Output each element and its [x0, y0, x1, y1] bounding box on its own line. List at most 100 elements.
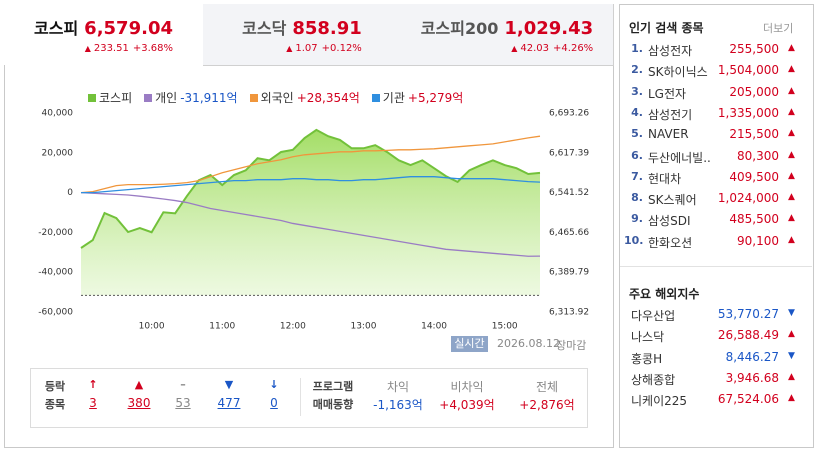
series-area	[81, 129, 540, 296]
tab-arrow: ▲	[511, 44, 518, 53]
index-arrow: ▲	[788, 393, 795, 404]
index-value: 26,588.49	[717, 328, 779, 343]
tab-arrow: ▲	[84, 44, 91, 53]
tab-change: 1.07	[295, 43, 318, 54]
y2-tick-label: 6,693.26	[549, 109, 589, 119]
breadth-count[interactable]: 477	[217, 396, 241, 410]
legend-item: 개인 -31,911억	[144, 89, 238, 106]
tab-value: 858.91	[292, 18, 362, 39]
legend-name: 개인	[155, 91, 178, 105]
stock-price: 215,500	[729, 127, 779, 142]
stock-price: 205,000	[729, 84, 779, 99]
breadth-symbol: ▼	[224, 378, 234, 391]
stock-price: 485,500	[729, 212, 779, 227]
breadth-count[interactable]: 380	[127, 396, 151, 410]
status-state: 장마감	[556, 339, 587, 352]
rank: 6.	[631, 148, 643, 162]
series-line	[80, 191, 541, 257]
legend-value: +28,354억	[296, 91, 360, 105]
stock-arrow: ▲	[788, 128, 795, 139]
breadth-count[interactable]: 53	[175, 396, 191, 410]
stock-name[interactable]: NAVER	[648, 127, 689, 142]
legend-value: +5,279억	[407, 91, 464, 105]
rank: 3.	[631, 84, 643, 98]
index-arrow: ▲	[788, 371, 795, 382]
y-tick-label: 20,000	[42, 148, 74, 158]
side-divider	[620, 266, 812, 267]
index-arrow: ▼	[788, 350, 795, 361]
index-arrow: ▲	[788, 329, 795, 340]
breadth-symbol: ▲	[134, 378, 144, 391]
status-badge: 실시간	[451, 336, 488, 352]
tab-line: 코스닥 858.91	[242, 15, 362, 39]
stock-name[interactable]: 삼성전자	[648, 44, 693, 58]
breadth-symbol: –	[180, 378, 186, 391]
breadth-count[interactable]: 0	[270, 396, 278, 410]
y2-tick-label: 6,465.66	[549, 228, 589, 238]
stock-price: 1,504,000	[717, 63, 779, 78]
legend-swatch	[88, 93, 96, 102]
breadth-symbol: ↓	[269, 378, 279, 391]
legend-item: 기관 +5,279억	[371, 89, 464, 106]
series-line	[80, 135, 541, 194]
stock-arrow: ▲	[788, 149, 795, 160]
x-tick-label: 13:00	[350, 322, 376, 332]
rank: 10.	[624, 233, 644, 247]
market-tab[interactable]: 코스피 6,579.04 ▲ 233.51 +3.68%	[4, 4, 204, 65]
more-link[interactable]: 더보기	[763, 22, 794, 35]
breadth-symbol: ↑	[88, 378, 98, 391]
tab-rate: +4.26%	[553, 43, 594, 54]
x-tick-label: 10:00	[139, 322, 165, 332]
tab-line: ▲ 233.51 +3.68%	[34, 43, 173, 54]
stock-name[interactable]: SK하이닉스	[648, 65, 708, 80]
stock-name[interactable]: 두산에너빌..	[648, 150, 711, 165]
program-value: +2,876억	[519, 398, 575, 412]
x-tick-label: 12:00	[280, 322, 306, 332]
rank: 5.	[631, 127, 643, 141]
x-tick-label: 14:00	[421, 322, 447, 332]
tab-change: 42.03	[520, 43, 550, 54]
legend-item: 코스피	[88, 89, 132, 106]
stock-price: 1,335,000	[717, 105, 779, 120]
stock-arrow: ▲	[788, 192, 795, 203]
series-line	[81, 176, 541, 194]
tab-inner: 코스닥 858.91 ▲ 1.07 +0.12%	[242, 15, 362, 54]
breadth-label: 종목	[44, 398, 66, 411]
tab-inner: 코스피200 1,029.43 ▲ 42.03 +4.26%	[421, 15, 593, 54]
side-panel	[619, 4, 814, 448]
stock-name[interactable]: SK스퀘어	[648, 193, 697, 208]
market-tab[interactable]: 코스닥 858.91 ▲ 1.07 +0.12%	[203, 4, 402, 66]
stock-arrow: ▲	[788, 85, 795, 96]
index-value: 67,524.06	[717, 392, 779, 407]
tab-line: ▲ 42.03 +4.26%	[421, 43, 593, 54]
index-name: 다우산업	[631, 309, 676, 323]
stock-name[interactable]: 현대차	[648, 171, 682, 186]
y2-tick-label: 6,313.92	[549, 308, 589, 318]
stock-name[interactable]: 삼성전기	[648, 107, 693, 122]
rank: 9.	[631, 212, 643, 226]
y-tick-label: 0	[67, 188, 73, 198]
index-arrow: ▼	[788, 308, 795, 318]
stock-price: 90,100	[737, 233, 779, 248]
tab-line: 코스피 6,579.04	[34, 15, 173, 39]
stock-name[interactable]: 한화오션	[648, 235, 693, 250]
side-title: 주요 해외지수	[629, 287, 700, 301]
side-title: 인기 검색 종목	[629, 21, 704, 35]
index-name: 홍콩H	[631, 351, 663, 366]
x-tick-label: 11:00	[209, 322, 235, 332]
legend-value: -31,911억	[180, 91, 238, 105]
breadth-count[interactable]: 3	[89, 396, 97, 410]
stock-name[interactable]: 삼성SDI	[648, 214, 691, 229]
y-tick-label: -40,000	[38, 268, 73, 278]
tab-value: 1,029.43	[504, 18, 594, 39]
stock-price: 409,500	[729, 169, 779, 184]
stock-arrow: ▲	[788, 106, 795, 117]
index-value: 8,446.27	[725, 349, 779, 364]
market-tab[interactable]: 코스피200 1,029.43 ▲ 42.03 +4.26%	[401, 4, 614, 66]
stock-name[interactable]: LG전자	[648, 86, 687, 101]
program-header: 비차익	[450, 380, 484, 394]
legend-swatch	[249, 93, 258, 102]
tab-value: 6,579.04	[84, 18, 173, 39]
tab-name: 코스닥	[242, 19, 287, 38]
